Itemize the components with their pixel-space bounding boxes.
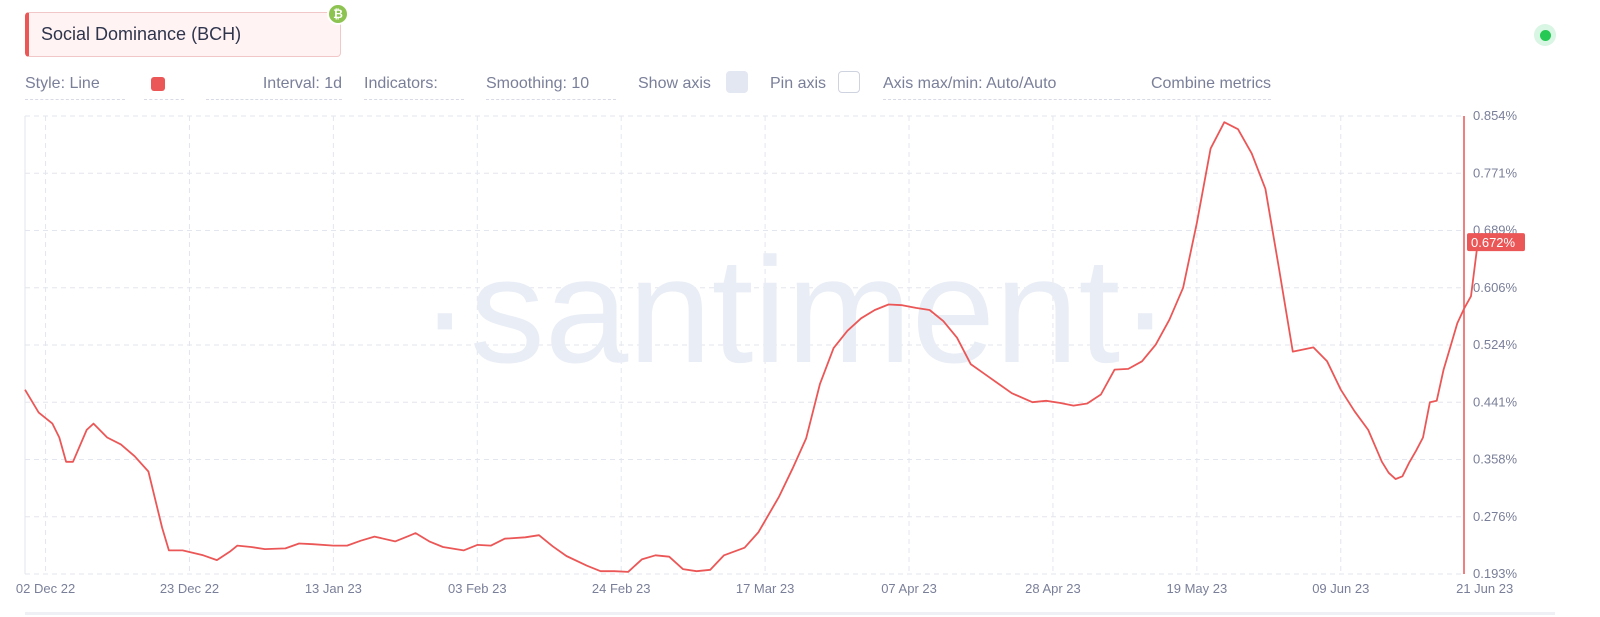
- interval-label: Interval: 1d: [262, 75, 342, 92]
- y-tick-label: 0.193%: [1473, 566, 1518, 581]
- santiment-watermark: ·santiment·: [420, 226, 1170, 394]
- color-setting[interactable]: [144, 72, 184, 100]
- y-tick-label: 0.606%: [1473, 280, 1518, 295]
- show-axis-checkbox[interactable]: [726, 71, 748, 93]
- series-lines: [24, 121, 1479, 573]
- x-axis: 02 Dec 22 23 Dec 22 13 Jan 23 03 Feb 23 24 F…: [16, 581, 1513, 596]
- y-tick-label: 0.524%: [1473, 337, 1518, 352]
- line-color-swatch[interactable]: [151, 77, 165, 91]
- y-tick-label: 0.854%: [1473, 108, 1518, 123]
- style-label: Style: Line: [25, 75, 100, 92]
- status-indicator-icon: [1534, 24, 1556, 46]
- style-setting[interactable]: Style: Line: [25, 72, 125, 100]
- x-tick-label: 13 Jan 23: [305, 581, 362, 596]
- smoothing-setting[interactable]: Smoothing: 10: [486, 72, 616, 100]
- x-tick-label: 17 Mar 23: [736, 581, 795, 596]
- smoothing-label: Smoothing: 10: [486, 75, 590, 92]
- x-tick-label: 07 Apr 23: [881, 581, 937, 596]
- indicators-setting[interactable]: Indicators:: [364, 72, 464, 100]
- combine-metrics-label: Combine metrics: [1150, 75, 1271, 92]
- current-value-label: 0.672%: [1471, 235, 1516, 250]
- metric-title: Social Dominance (BCH): [41, 24, 242, 44]
- x-tick-label: 28 Apr 23: [1025, 581, 1081, 596]
- chart-footer-divider: [25, 612, 1555, 615]
- x-tick-label: 24 Feb 23: [592, 581, 651, 596]
- pin-axis-checkbox[interactable]: [838, 71, 860, 93]
- pin-axis-label: Pin axis: [770, 75, 827, 92]
- pin-axis-setting[interactable]: Pin axis: [770, 72, 836, 100]
- axis-maxmin-setting[interactable]: Axis max/min: Auto/Auto: [883, 72, 1117, 100]
- show-axis-setting[interactable]: Show axis: [638, 72, 718, 100]
- x-tick-label: 09 Jun 23: [1312, 581, 1369, 596]
- x-tick-label: 21 Jun 23: [1456, 581, 1513, 596]
- bitcoin-cash-icon: ₿: [327, 3, 349, 25]
- current-value-tag: 0.672%: [1467, 233, 1525, 252]
- x-tick-label: 03 Feb 23: [448, 581, 507, 596]
- x-tick-label: 19 May 23: [1167, 581, 1228, 596]
- show-axis-label: Show axis: [638, 75, 711, 92]
- y-tick-label: 0.276%: [1473, 509, 1518, 524]
- y-tick-label: 0.771%: [1473, 165, 1518, 180]
- metric-pill[interactable]: Social Dominance (BCH): [25, 12, 341, 57]
- interval-setting[interactable]: Interval: 1d: [206, 72, 342, 100]
- axis-maxmin-label: Axis max/min: Auto/Auto: [883, 75, 1057, 92]
- indicators-label: Indicators:: [364, 75, 438, 92]
- x-tick-label: 02 Dec 22: [16, 581, 75, 596]
- y-axis: 0.854%0.771%0.689%0.606%0.524%0.441%0.35…: [1463, 108, 1518, 581]
- chart-grid: [24, 115, 1464, 575]
- series-line: [24, 121, 1479, 573]
- y-tick-label: 0.441%: [1473, 394, 1518, 409]
- x-tick-label: 23 Dec 22: [160, 581, 219, 596]
- y-tick-label: 0.358%: [1473, 452, 1518, 467]
- combine-metrics-button[interactable]: Combine metrics: [1117, 72, 1271, 100]
- current-value-badge: [1467, 233, 1525, 252]
